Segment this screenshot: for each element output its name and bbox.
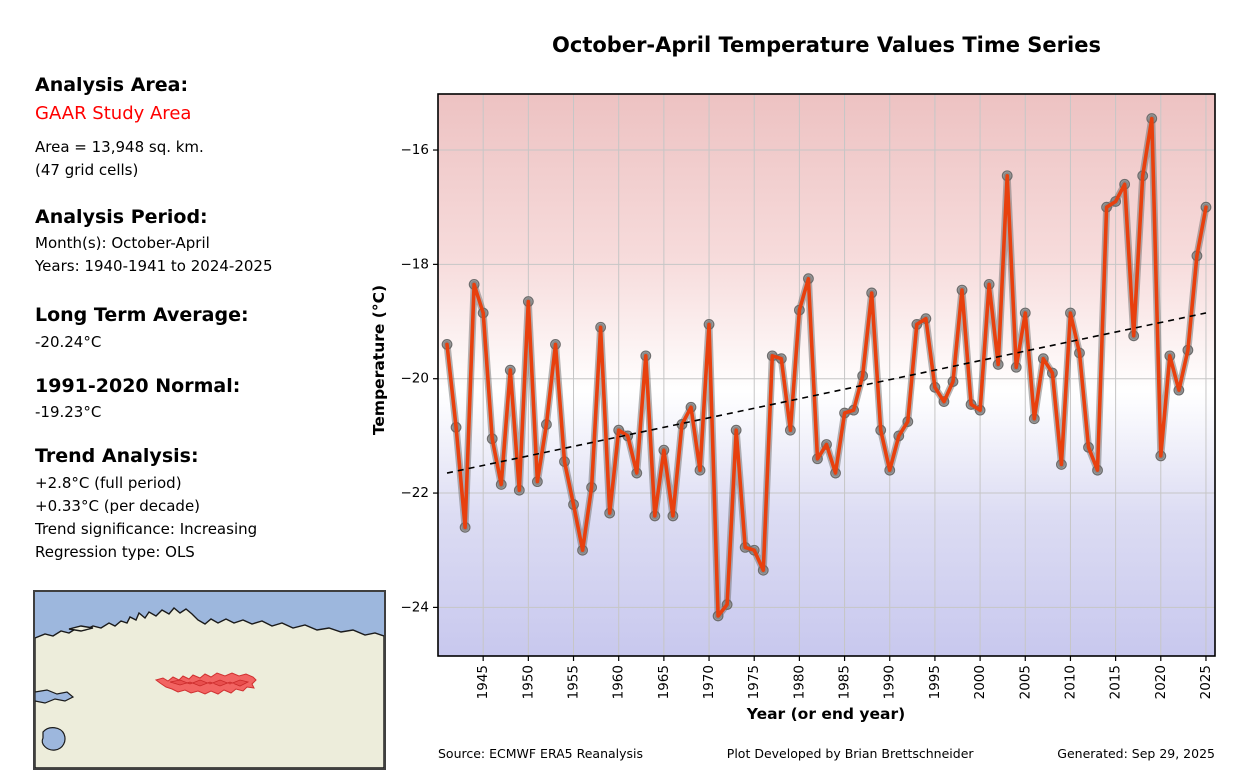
temperature-line <box>445 116 1208 618</box>
area-size: Area = 13,948 sq. km. <box>35 138 204 156</box>
x-tick-label: 1960 <box>611 665 627 699</box>
analysis-area-value: GAAR Study Area <box>35 103 192 124</box>
analysis-period-label: Analysis Period: <box>35 206 208 228</box>
normal-value: -19.23°C <box>35 403 102 421</box>
period-years: Years: 1940-1941 to 2024-2025 <box>35 257 273 275</box>
x-axis-label: Year (or end year) <box>746 705 905 723</box>
x-tick-label: 2005 <box>1017 665 1033 699</box>
y-tick-label: −24 <box>401 599 430 615</box>
lake-southwest <box>41 727 66 751</box>
study-area-map <box>33 590 386 770</box>
x-tick-label: 1975 <box>746 665 762 699</box>
x-tick-label: 1965 <box>656 665 672 699</box>
x-tick-label: 2015 <box>1108 665 1124 699</box>
plot-border <box>437 93 1216 657</box>
x-tick-label: 1955 <box>566 665 582 699</box>
trend-full-period: +2.8°C (full period) <box>35 474 182 492</box>
footer-generated: Generated: Sep 29, 2025 <box>1057 746 1215 761</box>
x-tick-label: 1990 <box>882 665 898 699</box>
x-tick-label: 2020 <box>1153 665 1169 699</box>
x-tick-label: 1980 <box>791 665 807 699</box>
footer: Source: ECMWF ERA5 Reanalysis Plot Devel… <box>438 746 1215 761</box>
y-tick-label: −16 <box>401 142 430 158</box>
footer-source: Source: ECMWF ERA5 Reanalysis <box>438 746 644 761</box>
y-tick-label: −18 <box>401 256 430 272</box>
trend-per-decade: +0.33°C (per decade) <box>35 497 201 515</box>
regression-type: Regression type: OLS <box>35 543 195 561</box>
x-tick-label: 1950 <box>520 665 536 699</box>
period-months: Month(s): October-April <box>35 234 210 252</box>
analysis-sidebar: Analysis Area: GAAR Study Area Area = 13… <box>35 74 425 564</box>
coastal-island <box>68 625 94 632</box>
footer-credit: Plot Developed by Brian Brettschneider <box>726 746 974 761</box>
x-tick-label: 2010 <box>1062 665 1078 699</box>
map-canvas <box>35 592 384 768</box>
y-axis-label: Temperature (°C) <box>370 285 388 435</box>
x-tick-label: 1985 <box>837 665 853 699</box>
long-term-average-value: -20.24°C <box>35 333 102 351</box>
y-tick-label: −20 <box>401 371 430 387</box>
plot-background <box>438 94 1215 656</box>
chart-title: October-April Temperature Values Time Se… <box>552 33 1101 57</box>
y-tick-label: −22 <box>401 485 430 501</box>
trend-significance: Trend significance: Increasing <box>35 520 258 538</box>
x-tick-label: 2025 <box>1198 665 1214 699</box>
analysis-area-label: Analysis Area: <box>35 74 189 96</box>
long-term-average-label: Long Term Average: <box>35 304 249 326</box>
x-tick-label: 1995 <box>927 665 943 699</box>
study-area-texture <box>169 679 250 687</box>
x-tick-label: 1945 <box>475 665 491 699</box>
trend-line <box>446 312 1207 474</box>
trend-analysis-label: Trend Analysis: <box>35 445 199 467</box>
x-tick-label: 2000 <box>972 665 988 699</box>
normal-label: 1991-2020 Normal: <box>35 375 241 397</box>
grid-cell-count: (47 grid cells) <box>35 161 139 179</box>
x-tick-label: 1970 <box>701 665 717 699</box>
lake-west <box>35 689 75 704</box>
